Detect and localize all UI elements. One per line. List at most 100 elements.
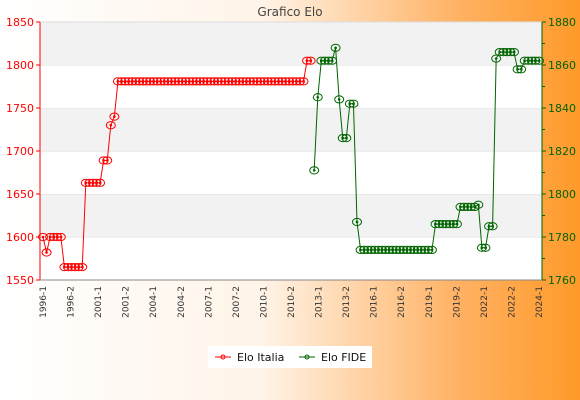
data-point [327,56,338,65]
grid-band [40,108,542,151]
data-point-center [312,169,316,172]
data-point [487,222,498,231]
data-point [77,263,88,272]
data-point [480,243,491,252]
data-point [305,56,316,65]
y-left-tick-label: 1600 [6,231,34,244]
x-tick-label: 2010-2 [287,286,297,318]
data-point [469,202,480,211]
y-right-tick-label: 1820 [548,145,576,158]
series-line-elo-fide [313,47,539,251]
data-point-center [316,95,320,99]
x-tick-label: 2004-2 [177,286,187,318]
x-tick-label: 2016-2 [397,286,407,318]
y-right-tick-label: 1840 [548,102,576,115]
data-point-center [41,235,45,239]
legend-label: Elo FIDE [321,351,366,364]
grid-band [40,65,542,108]
data-point [534,56,544,65]
data-point [298,77,309,86]
x-tick-label: 2022-1 [480,286,490,318]
data-point [473,200,484,209]
y-right-tick-label: 1880 [548,16,576,29]
data-point-center [45,251,48,254]
grid-band [40,22,542,65]
x-tick-label: 2013-1 [315,286,325,318]
data-point-center [80,265,84,269]
data-point [348,99,359,108]
y-left-tick-label: 1700 [6,145,34,158]
data-point [309,166,320,175]
data-point [341,134,352,143]
x-tick-label: 1996-1 [39,286,49,318]
grid-band [40,237,542,280]
data-point-center [113,115,116,118]
data-point [312,93,323,102]
data-point-center [337,98,341,101]
x-axis: 1996-1 1996-2 2001-1 2001-2 2004-1 2004-2 2007… [39,286,545,318]
y-right-tick-label: 1860 [548,59,576,72]
data-point-center [309,59,312,62]
data-point-center [345,136,348,140]
data-point-center [519,68,523,71]
data-point [95,178,106,187]
series-line-elo-italia [42,60,311,268]
y-left-tick-label: 1650 [6,188,34,201]
y-left-tick-label: 1750 [6,102,34,115]
data-point-center [109,123,113,127]
data-point [509,48,520,57]
data-point-center [477,203,480,207]
x-tick-label: 2010-1 [259,286,269,318]
chart-title: Grafico Elo [257,5,322,19]
data-point-center [355,220,359,224]
y-right-tick-label: 1780 [548,231,576,244]
data-point-center [352,102,355,105]
data-point-center [330,59,334,62]
data-point [451,220,462,229]
data-point-center [59,235,63,239]
data-point-center [98,181,102,185]
data-point-center [302,80,305,83]
legend-swatch-marker [304,354,310,360]
x-tick-label: 2024-1 [535,286,545,318]
data-point-center [491,224,494,228]
data-point-center [334,46,337,50]
x-tick-label: 2019-1 [425,286,435,318]
x-tick-label: 2007-1 [204,286,214,318]
y-left-tick-label: 1850 [6,16,34,29]
legend-label: Elo Italia [237,351,284,364]
y-right-tick-label: 1760 [548,274,576,287]
data-point [352,217,363,227]
series-layer [38,43,544,272]
data-point [109,112,120,121]
x-tick-label: 2022-2 [507,286,517,318]
y-left-tick-label: 1550 [6,274,34,287]
y-left-tick-label: 1800 [6,59,34,72]
x-tick-label: 2007-2 [232,286,242,318]
data-point-center [494,57,498,60]
data-point [102,156,113,165]
legend: Elo Italia Elo FIDE [208,346,372,368]
data-point [426,245,437,254]
legend-box [208,346,372,368]
data-point [330,43,341,52]
x-tick-label: 2013-2 [342,286,352,318]
grid-band [40,194,542,237]
x-tick-label: 1996-2 [67,286,77,318]
data-point-center [484,246,487,250]
data-point-center [537,59,541,62]
x-tick-label: 2001-2 [122,286,132,318]
y-axis-left: 1550 1600 1650 1700 1750 1800 1850 [6,16,40,287]
y-axis-right: 1760 1780 1800 1820 1840 1860 1880 [542,16,576,287]
data-point-center [430,248,434,252]
data-point [41,248,52,257]
grid-band [40,151,542,194]
x-tick-label: 2019-2 [452,286,462,318]
x-tick-label: 2016-1 [370,286,380,318]
data-point [105,121,116,130]
data-point [516,65,527,74]
data-point-center [455,222,459,226]
data-point-center [512,50,516,54]
